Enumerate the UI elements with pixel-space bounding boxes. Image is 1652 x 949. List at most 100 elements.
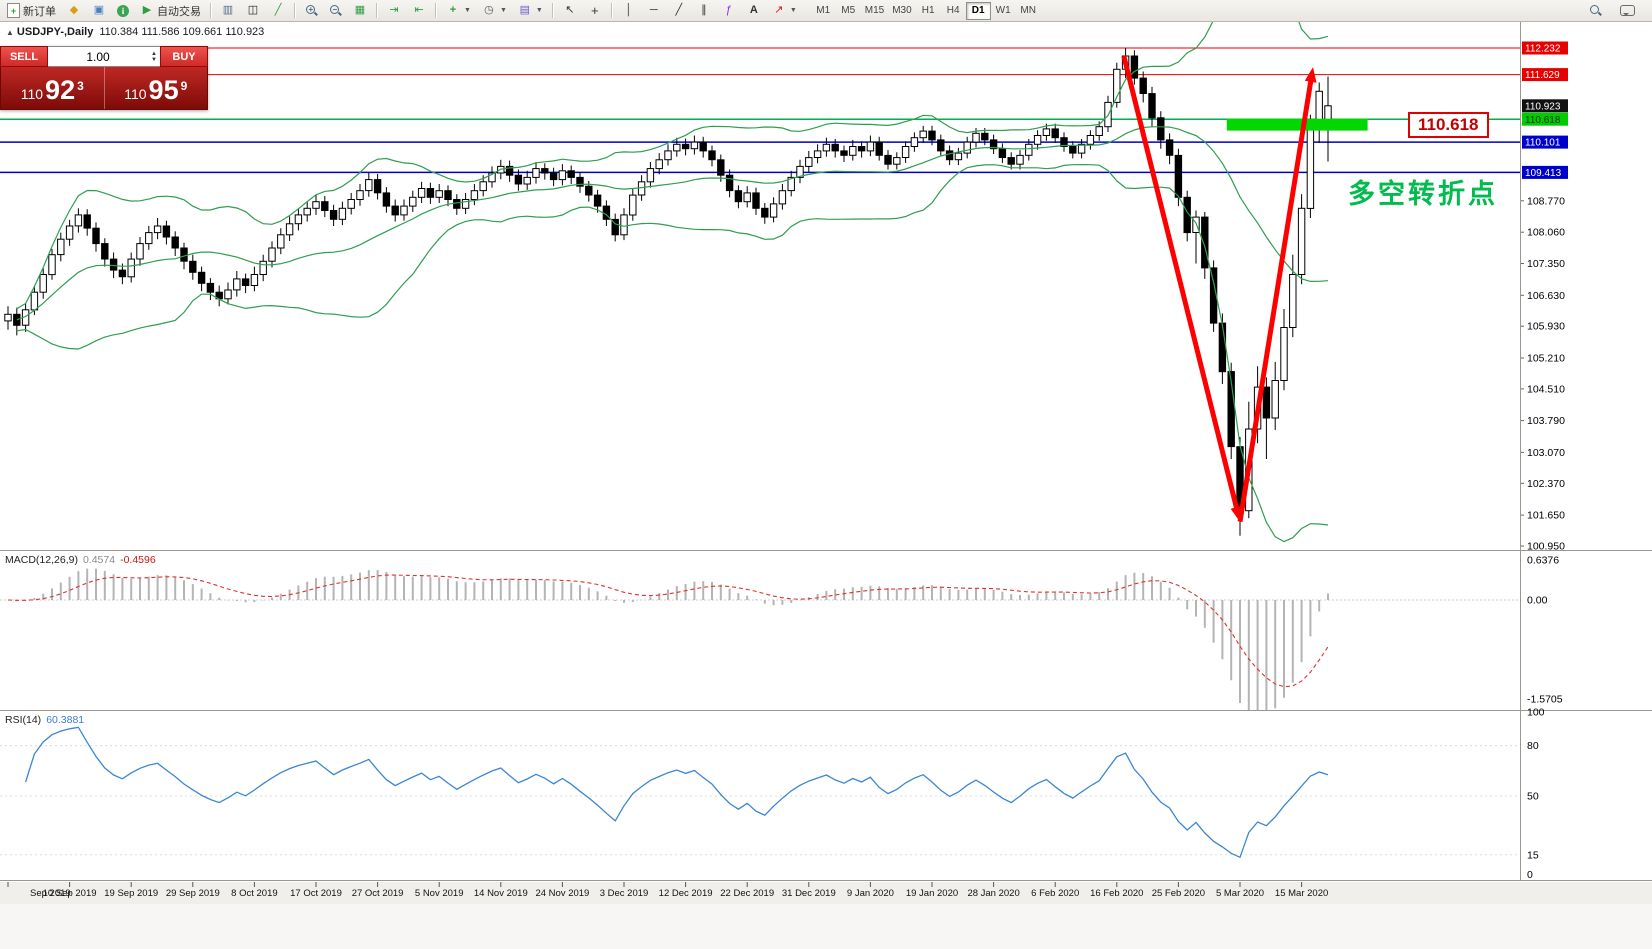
arrows-button[interactable]: ↗ ▼ — [767, 2, 802, 20]
price-badge-label: 110.101 — [1525, 138, 1561, 149]
price-scale-label: 103.790 — [1527, 415, 1565, 427]
crosshair-button[interactable]: + — [583, 2, 607, 20]
spinner-up-icon[interactable]: ▲ — [151, 50, 157, 57]
price-scale-label: 106.630 — [1527, 290, 1565, 302]
time-axis-label: 3 Dec 2019 — [600, 888, 649, 899]
chevron-down-icon: ▼ — [535, 7, 543, 14]
price-badge — [1522, 112, 1568, 126]
time-axis-label: 12 Dec 2019 — [659, 888, 713, 899]
person-icon: ▣ — [93, 4, 105, 16]
timeframe-m15-button[interactable]: M15 — [861, 2, 888, 20]
channel-button[interactable]: ∥ — [692, 2, 716, 20]
bar-chart-button[interactable]: ▥ — [216, 2, 240, 20]
bar-chart-icon: ▥ — [222, 4, 234, 16]
timeframe-d1-button[interactable]: D1 — [965, 1, 991, 20]
time-axis-label: 28 Jan 2020 — [967, 888, 1019, 899]
toolbar-separator — [551, 3, 554, 18]
timeframe-m5-button[interactable]: M5 — [836, 2, 861, 20]
timeframe-w1-button[interactable]: W1 — [991, 2, 1016, 20]
timeframe-h1-button[interactable]: H1 — [916, 2, 941, 20]
volume-input[interactable] — [48, 48, 148, 65]
chart-shift-icon: ⇤ — [414, 4, 424, 16]
fibonacci-button[interactable]: ƒ — [717, 2, 741, 20]
zoom-out-button[interactable]: − — [324, 2, 347, 20]
horizontal-line-button[interactable]: ─ — [642, 2, 666, 20]
autotrading-button[interactable]: ▶ 自动交易 — [135, 2, 206, 20]
periods-button[interactable]: ◷ ▼ — [477, 2, 512, 20]
chat-icon — [1620, 5, 1635, 16]
time-axis-label: 29 Sep 2019 — [166, 888, 220, 899]
arrow-tool-icon: ↗ — [774, 4, 784, 16]
indicators-button[interactable]: + ▼ — [441, 2, 476, 20]
timeframe-m30-button[interactable]: M30 — [888, 2, 915, 20]
auto-scroll-button[interactable]: ⇥ — [382, 2, 406, 20]
search-button[interactable] — [1584, 2, 1607, 20]
chevron-down-icon: ▼ — [499, 7, 507, 14]
price-scale[interactable]: 108.770 108.060 107.350 106.630 105.930 105.2… — [1521, 41, 1568, 553]
candlestick-chart-button[interactable]: ◫ — [241, 2, 265, 20]
time-axis-label: 31 Dec 2019 — [782, 888, 836, 899]
rsi-scale-label: 100 — [1527, 707, 1545, 719]
trendline-icon: ╱ — [675, 4, 683, 16]
trendline-button[interactable]: ╱ — [667, 2, 691, 20]
chat-button[interactable] — [1615, 2, 1640, 20]
chart-canvas[interactable]: 108.770 108.060 107.350 106.630 105.930 105.2… — [0, 22, 1652, 949]
help-button[interactable]: i — [112, 2, 134, 20]
macd-signal-value: -0.4596 — [120, 554, 156, 566]
candlestick-icon: ◫ — [247, 4, 259, 16]
sell-price[interactable]: 110 92 3 — [1, 67, 105, 109]
price-scale-label: 108.770 — [1527, 195, 1565, 207]
chart-window: 108.770 108.060 107.350 106.630 105.930 105.2… — [0, 22, 1652, 949]
price-badge-label: 112.232 — [1525, 44, 1561, 55]
price-scale-label: 103.070 — [1527, 447, 1565, 459]
price-annotation-label: 110.618 — [1408, 112, 1489, 138]
cursor-button[interactable]: ↖ — [558, 2, 582, 20]
spinner-down-icon[interactable]: ▼ — [151, 56, 157, 63]
price-scale-label: 105.930 — [1527, 321, 1565, 333]
time-axis-label: 19 Jan 2020 — [906, 888, 958, 899]
clock-icon: ◷ — [484, 4, 494, 16]
text-button[interactable]: A — [742, 2, 766, 20]
macd-indicator-label: MACD(12,26,9) 0.4574 -0.4596 — [5, 554, 156, 566]
rsi-scale-label: 50 — [1527, 791, 1539, 803]
market-watch-button[interactable]: ▣ — [87, 2, 111, 20]
zoom-in-icon: + — [305, 4, 318, 17]
rsi-line — [24, 726, 1329, 859]
toolbar: + 新订单 ◆ ▣ i ▶ 自动交易 ▥ ◫ ╱ + − ▦ ⇥ ⇤ + ▼ ◷ ▼… — [0, 0, 1652, 22]
timeframe-m1-button[interactable]: M1 — [811, 2, 836, 20]
buy-button[interactable]: BUY — [160, 46, 208, 67]
buy-price[interactable]: 110 95 9 — [105, 67, 208, 109]
buy-price-pips: 95 — [148, 75, 179, 105]
zoom-in-button[interactable]: + — [300, 2, 323, 20]
pane-separators — [0, 22, 1652, 882]
sell-button[interactable]: SELL — [0, 46, 48, 67]
templates-button[interactable]: ▤ ▼ — [513, 2, 548, 20]
rsi-value: 60.3881 — [46, 714, 85, 726]
charts-profile-button[interactable]: ◆ — [62, 2, 86, 20]
tile-windows-button[interactable]: ▦ — [348, 2, 372, 20]
horizontal-line-icon: ─ — [649, 4, 658, 16]
indicator-scales: 0.6376 0.00 -1.5705 100 80 50 15 0 — [1527, 554, 1563, 881]
new-order-button[interactable]: + 新订单 — [2, 2, 61, 20]
gold-icon: ◆ — [69, 4, 79, 16]
symbol-ohlc-values: 110.384 111.586 109.661 110.923 — [99, 26, 265, 38]
text-icon: A — [749, 4, 758, 16]
chart-shift-button[interactable]: ⇤ — [407, 2, 431, 20]
timeframe-h4-button[interactable]: H4 — [941, 2, 966, 20]
vertical-line-icon: │ — [625, 4, 633, 16]
timeframe-mn-button[interactable]: MN — [1016, 2, 1041, 20]
price-scale-label: 101.650 — [1527, 510, 1565, 522]
tile-windows-icon: ▦ — [354, 4, 366, 16]
volume-box: ▲ ▼ — [48, 46, 160, 67]
time-axis-label: 5 Mar 2020 — [1216, 888, 1264, 899]
time-axis-label: 25 Feb 2020 — [1152, 888, 1205, 899]
zoom-out-icon: − — [329, 4, 342, 17]
highlight-zone — [1226, 118, 1368, 131]
line-chart-button[interactable]: ╱ — [266, 2, 290, 20]
rsi-pane — [0, 726, 1520, 859]
vertical-line-button[interactable]: │ — [617, 2, 641, 20]
one-click-trading-panel: SELL ▲ ▼ BUY 110 92 3 110 95 9 — [0, 46, 208, 110]
toolbar-separator — [376, 3, 378, 18]
macd-scale-label: -1.5705 — [1527, 693, 1563, 705]
